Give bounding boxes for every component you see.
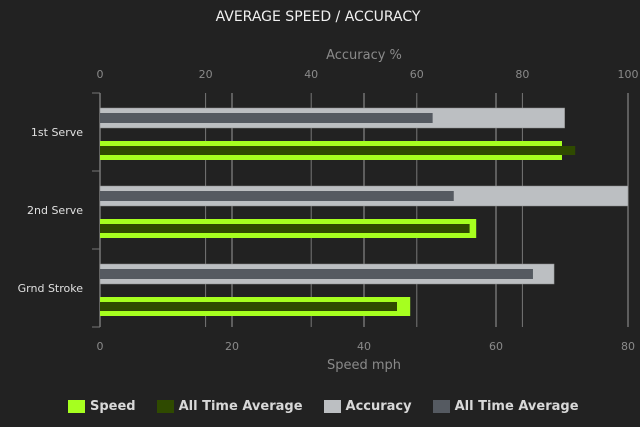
chart-title: AVERAGE SPEED / ACCURACY xyxy=(216,9,421,25)
bottom-tick-label: 40 xyxy=(357,340,371,353)
category-label: Grnd Stroke xyxy=(18,282,84,295)
top-tick-label: 40 xyxy=(304,68,318,81)
bottom-tick-label: 80 xyxy=(621,340,635,353)
bottom-axis-label: Speed mph xyxy=(327,358,401,373)
legend-label: All Time Average xyxy=(454,399,579,414)
top-tick-label: 20 xyxy=(199,68,213,81)
legend-label: Speed xyxy=(90,399,136,414)
bottom-tick-label: 60 xyxy=(489,340,503,353)
legend-item[interactable]: Speed xyxy=(68,399,136,414)
accuracy-average-bar xyxy=(100,191,454,201)
category-label: 2nd Serve xyxy=(27,204,83,217)
accuracy-average-bar xyxy=(100,269,533,279)
legend-item[interactable]: All Time Average xyxy=(156,399,303,414)
legend-item[interactable]: All Time Average xyxy=(432,399,579,414)
top-tick-label: 0 xyxy=(97,68,104,81)
top-axis-label: Accuracy % xyxy=(326,48,402,63)
category-label: 1st Serve xyxy=(31,126,83,139)
legend-item[interactable]: Accuracy xyxy=(323,399,412,414)
bottom-tick-label: 0 xyxy=(97,340,104,353)
top-tick-label: 100 xyxy=(618,68,639,81)
legend: Speed All Time Average Accuracy All Time Av… xyxy=(68,399,600,414)
bottom-tick-label: 20 xyxy=(225,340,239,353)
speed-average-bar xyxy=(100,302,397,311)
speed-average-bar xyxy=(100,224,470,233)
legend-swatch xyxy=(156,400,174,413)
legend-label: All Time Average xyxy=(178,399,303,414)
accuracy-average-bar xyxy=(100,113,433,123)
top-tick-label: 60 xyxy=(410,68,424,81)
legend-label: Accuracy xyxy=(345,399,412,414)
legend-swatch xyxy=(432,400,450,413)
speed-average-bar xyxy=(100,146,576,155)
legend-swatch xyxy=(323,400,341,413)
top-tick-label: 80 xyxy=(515,68,529,81)
legend-swatch xyxy=(68,400,85,413)
